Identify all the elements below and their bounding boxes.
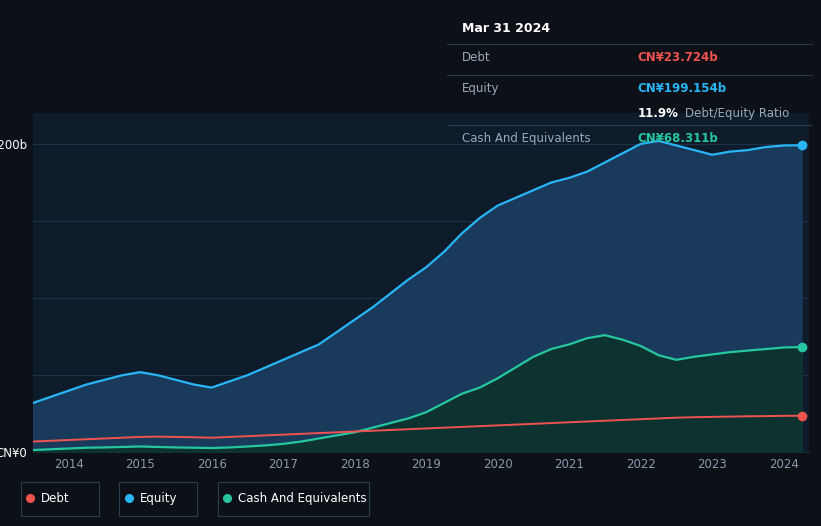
Text: Mar 31 2024: Mar 31 2024 — [462, 22, 550, 35]
Text: Debt: Debt — [41, 492, 70, 505]
Text: Debt/Equity Ratio: Debt/Equity Ratio — [685, 107, 789, 120]
Text: CN¥68.311b: CN¥68.311b — [637, 132, 718, 145]
Text: Equity: Equity — [140, 492, 177, 505]
Text: Equity: Equity — [462, 82, 499, 95]
FancyBboxPatch shape — [119, 482, 197, 516]
Text: Cash And Equivalents: Cash And Equivalents — [462, 132, 590, 145]
Text: CN¥23.724b: CN¥23.724b — [637, 51, 718, 64]
Text: CN¥199.154b: CN¥199.154b — [637, 82, 727, 95]
Text: Cash And Equivalents: Cash And Equivalents — [238, 492, 367, 505]
Text: 11.9%: 11.9% — [637, 107, 678, 120]
FancyBboxPatch shape — [218, 482, 369, 516]
Text: Debt: Debt — [462, 51, 491, 64]
FancyBboxPatch shape — [21, 482, 99, 516]
